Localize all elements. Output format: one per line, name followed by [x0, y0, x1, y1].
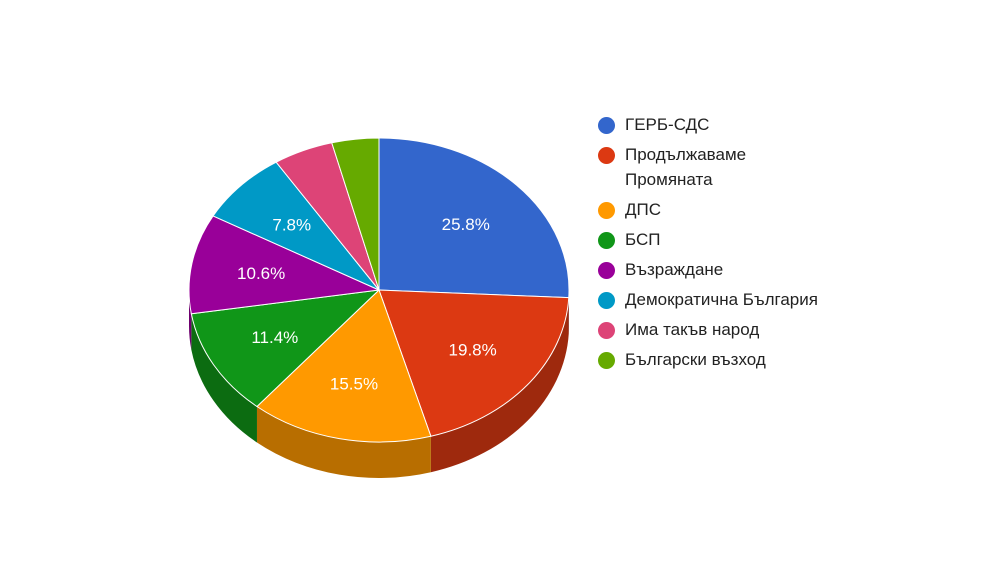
- legend-item[interactable]: ГЕРБ-СДС: [598, 115, 838, 137]
- legend-swatch: [598, 322, 615, 339]
- legend-swatch: [598, 262, 615, 279]
- slice-1[interactable]: [378, 137, 570, 299]
- pie-top: [188, 137, 570, 443]
- legend-label: Възраждане: [625, 260, 724, 279]
- legend-item[interactable]: Български възход: [598, 350, 838, 372]
- legend-label: БСП: [625, 230, 661, 249]
- slice-value-label: 15.5%: [330, 375, 378, 394]
- legend-item[interactable]: Възраждане: [598, 260, 838, 282]
- legend-item[interactable]: ДПС: [598, 200, 838, 222]
- legend-swatch: [598, 147, 615, 164]
- legend-label: Продължаваме Промяната: [625, 145, 747, 189]
- legend-label: Демократична България: [625, 290, 818, 309]
- legend-label: Български възход: [625, 350, 766, 369]
- legend-swatch: [598, 292, 615, 309]
- legend-swatch: [598, 352, 615, 369]
- slice-2[interactable]: [378, 289, 570, 437]
- legend-item[interactable]: Демократична България: [598, 290, 838, 312]
- legend-swatch: [598, 117, 615, 134]
- slice-labels: 25.8% 19.8% 15.5% 11.4% 10.6% 7.8%: [237, 215, 497, 394]
- legend-label: ДПС: [625, 200, 662, 219]
- slice-6[interactable]: [212, 161, 380, 291]
- legend-label: ГЕРБ-СДС: [625, 115, 710, 134]
- slice-4[interactable]: [190, 289, 381, 408]
- slice-value-label: 7.8%: [272, 215, 311, 234]
- legend-swatch: [598, 232, 615, 249]
- slice-value-label: 11.4%: [251, 328, 298, 347]
- slice-8[interactable]: [331, 137, 380, 291]
- slice-side-3: [256, 406, 431, 478]
- slice-side-2: [430, 297, 569, 473]
- legend-swatch: [598, 202, 615, 219]
- slice-value-label: 19.8%: [449, 341, 497, 360]
- legend-item[interactable]: БСП: [598, 230, 838, 252]
- slice-5[interactable]: [188, 215, 381, 315]
- slice-value-label: 10.6%: [237, 264, 285, 283]
- legend-item[interactable]: Продължаваме Промяната: [598, 145, 838, 192]
- legend: ГЕРБ-СДС Продължаваме Промяната ДПС БСП Възр…: [598, 115, 838, 380]
- slice-value-label: 25.8%: [442, 215, 490, 234]
- legend-item[interactable]: Има такъв народ: [598, 320, 838, 342]
- slice-3[interactable]: [256, 289, 432, 443]
- legend-label: Има такъв народ: [625, 320, 760, 339]
